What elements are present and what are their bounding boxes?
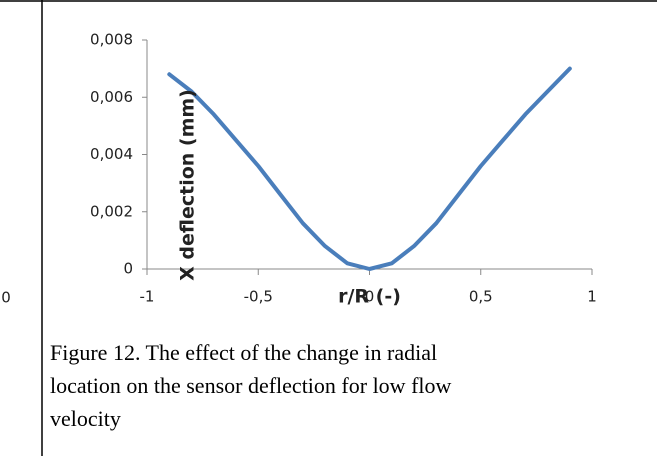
caption-line: velocity	[50, 406, 121, 431]
x-tick-label: -1	[140, 288, 155, 306]
fragment-label: 0	[1, 289, 11, 307]
y-tick-label: 0	[123, 260, 133, 278]
y-tick-label: 0,008	[90, 31, 133, 49]
caption: Figure 12. The effect of the change in r…	[50, 336, 451, 435]
y-tick-label: 0,004	[90, 145, 133, 163]
data-line	[167, 66, 572, 271]
y-tick-label: 0,006	[90, 88, 133, 106]
x-tick-label: -0,5	[244, 288, 273, 306]
caption-line: Figure 12. The effect of the change in r…	[50, 340, 438, 365]
x-tick-label: 0,5	[469, 288, 493, 306]
x-tick-label: 1	[587, 288, 597, 306]
caption-line: location on the sensor deflection for lo…	[50, 373, 452, 398]
x-axis-label: r/R (-)	[338, 286, 401, 308]
x-tick-label: 0	[365, 288, 375, 306]
y-tick-label: 0,002	[90, 202, 133, 220]
y-axis-label: X deflection (mm)	[177, 89, 199, 281]
